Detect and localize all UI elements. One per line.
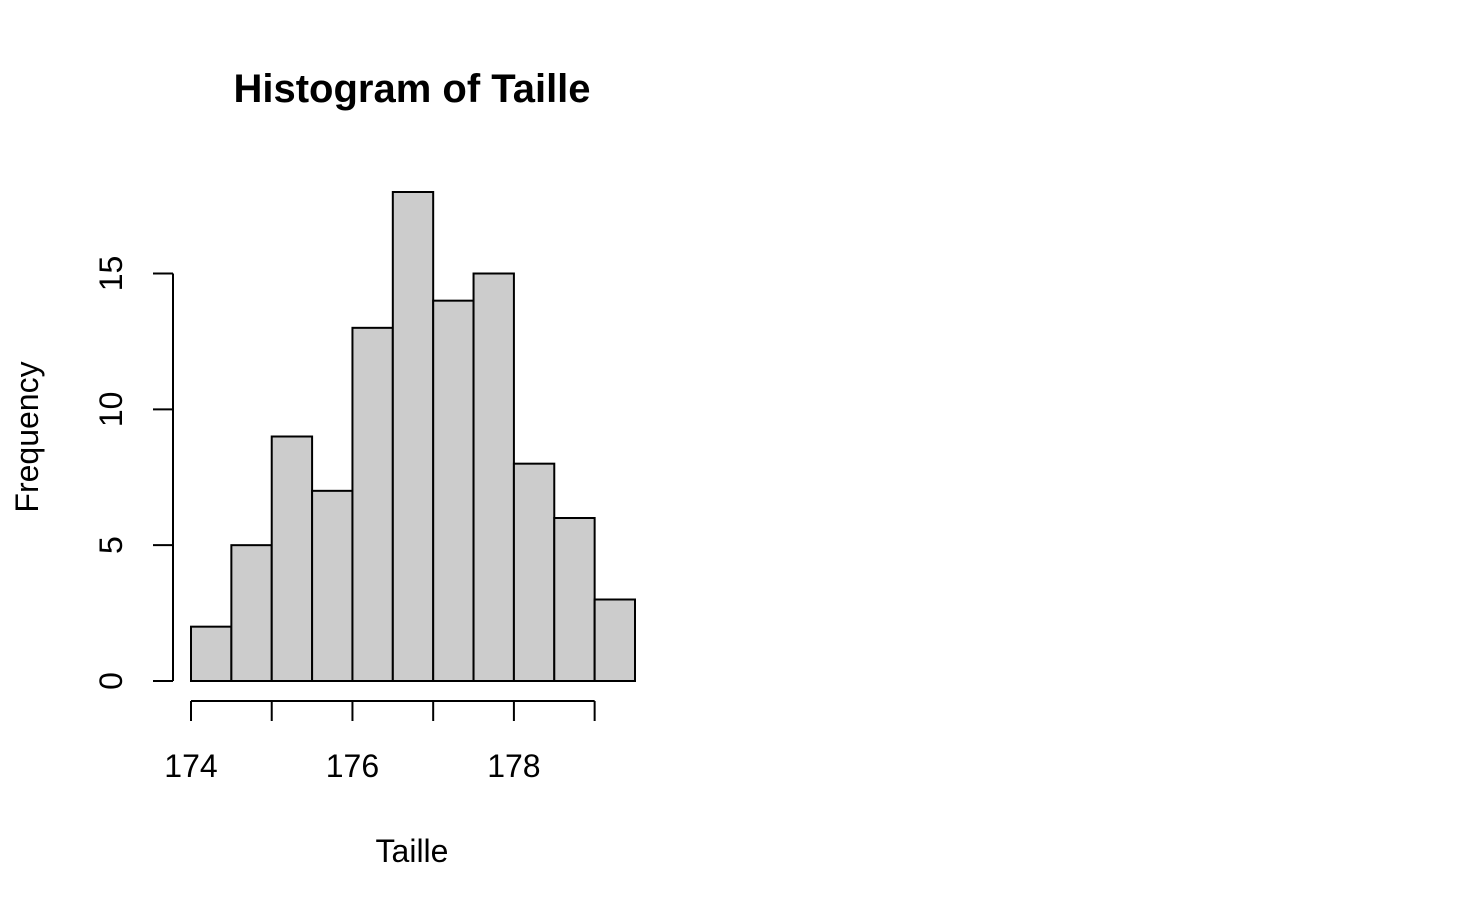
histogram-bar xyxy=(553,517,596,682)
x-tick-label: 176 xyxy=(326,748,379,784)
x-axis-label: Taille xyxy=(376,833,449,869)
histogram-bar xyxy=(472,272,515,682)
x-axis: 174 176 178 xyxy=(164,700,596,784)
y-tick-label: 5 xyxy=(93,536,129,554)
histogram-bar xyxy=(351,326,394,682)
histogram-bar xyxy=(432,299,475,682)
y-axis-label: Frequency xyxy=(9,361,45,512)
histogram-bar xyxy=(391,191,435,682)
y-axis: 0 5 10 15 xyxy=(93,256,174,690)
histogram-bar xyxy=(190,625,233,683)
histogram-bar xyxy=(270,435,314,682)
y-tick-label: 10 xyxy=(93,392,129,428)
y-tick-label: 15 xyxy=(93,256,129,292)
x-tick-label: 174 xyxy=(164,748,217,784)
chart-title: Histogram of Taille xyxy=(233,67,590,111)
histogram-bar xyxy=(593,598,636,682)
histogram-bar xyxy=(311,489,354,683)
x-tick-label: 178 xyxy=(487,748,540,784)
histogram-bar xyxy=(512,462,556,682)
histogram-bar xyxy=(230,544,273,683)
bars-group xyxy=(190,191,636,683)
y-tick-label: 0 xyxy=(93,672,129,690)
